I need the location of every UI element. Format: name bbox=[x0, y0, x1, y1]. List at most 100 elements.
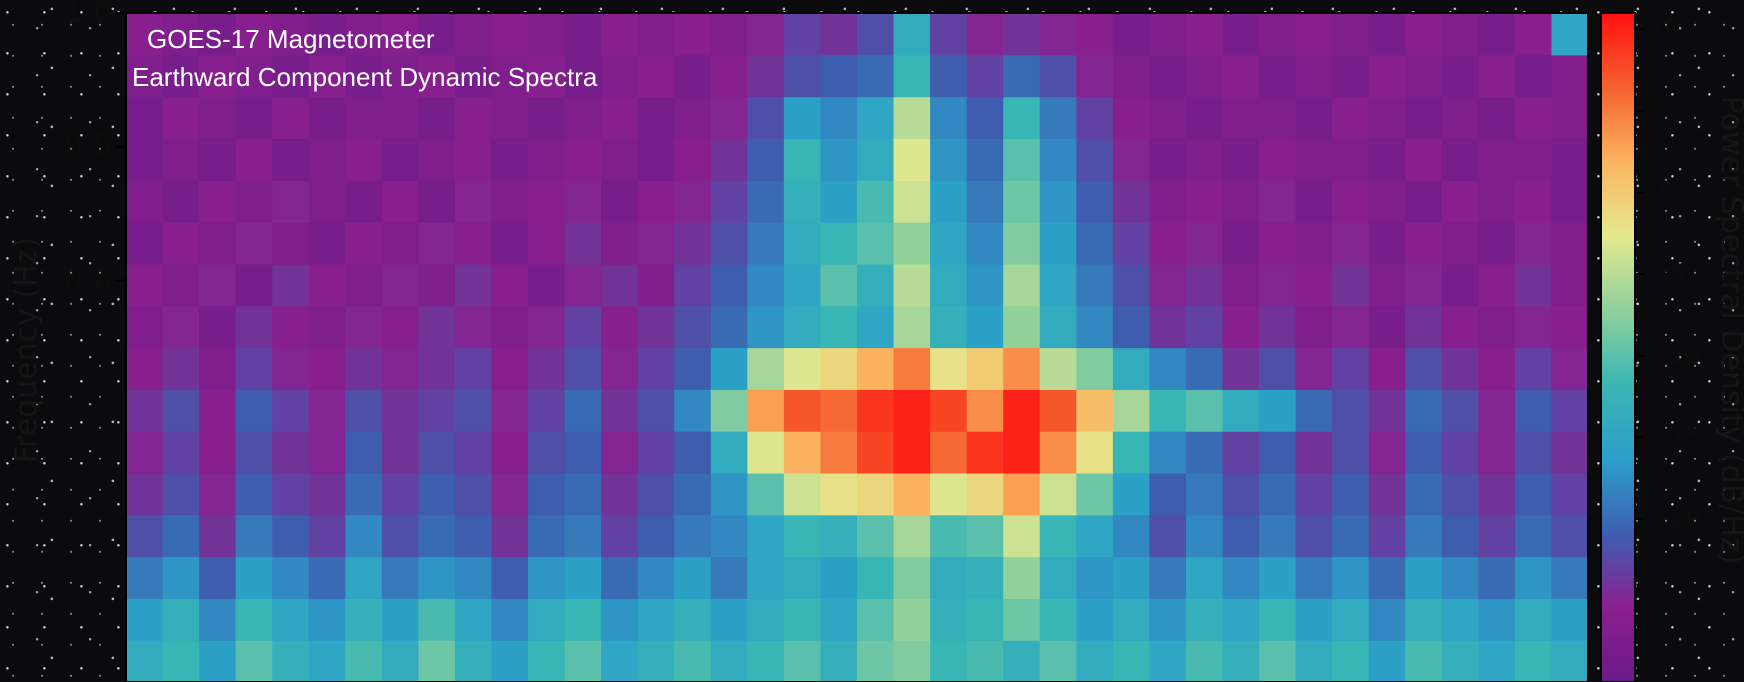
spectrum-cell bbox=[309, 180, 346, 222]
spectrum-cell bbox=[1478, 473, 1515, 515]
spectrum-cell bbox=[455, 557, 492, 599]
spectrum-cell bbox=[1442, 431, 1479, 473]
spectrum-cell bbox=[857, 13, 894, 55]
spectrum-cell bbox=[272, 97, 309, 139]
spectrum-cell bbox=[747, 389, 784, 431]
spectrum-cell bbox=[1551, 557, 1588, 599]
spectrum-cell bbox=[1296, 431, 1333, 473]
spectrum-cell bbox=[199, 557, 236, 599]
spectrum-cell bbox=[345, 431, 382, 473]
spectrum-cell bbox=[601, 348, 638, 390]
spectrum-cell bbox=[1149, 264, 1186, 306]
spectrum-cell bbox=[345, 640, 382, 682]
spectrum-cell bbox=[1003, 13, 1040, 55]
spectrum-cell bbox=[1442, 306, 1479, 348]
spectrum-cell bbox=[492, 180, 529, 222]
spectrum-cell bbox=[1040, 97, 1077, 139]
spectrum-cell bbox=[711, 389, 748, 431]
spectrum-cell bbox=[857, 598, 894, 640]
spectrum-cell bbox=[820, 97, 857, 139]
spectrum-cell bbox=[309, 306, 346, 348]
spectrum-cell bbox=[784, 515, 821, 557]
spectrum-cell bbox=[126, 180, 163, 222]
spectrum-cell bbox=[236, 264, 273, 306]
spectrum-cell bbox=[345, 306, 382, 348]
spectrum-cell bbox=[1259, 515, 1296, 557]
spectrum-cell bbox=[1332, 180, 1369, 222]
spectrum-cell bbox=[1296, 180, 1333, 222]
spectrum-cell bbox=[1003, 55, 1040, 97]
spectrum-cell bbox=[528, 389, 565, 431]
spectrum-cell bbox=[1369, 348, 1406, 390]
spectrum-cell bbox=[638, 640, 675, 682]
spectrum-cell bbox=[1515, 515, 1552, 557]
spectrum-cell bbox=[528, 598, 565, 640]
spectrum-cell bbox=[1478, 138, 1515, 180]
spectrum-cell bbox=[1369, 264, 1406, 306]
spectrum-cell bbox=[455, 640, 492, 682]
spectrum-cell bbox=[163, 431, 200, 473]
spectrum-cell bbox=[1259, 348, 1296, 390]
spectrum-cell bbox=[1040, 515, 1077, 557]
spectrum-cell bbox=[1551, 598, 1588, 640]
spectrum-cell bbox=[820, 222, 857, 264]
spectrum-cell bbox=[565, 473, 602, 515]
spectrum-cell bbox=[1369, 598, 1406, 640]
spectrum-cell bbox=[1003, 473, 1040, 515]
spectrum-cell bbox=[1551, 431, 1588, 473]
spectrum-cell bbox=[1223, 348, 1260, 390]
spectrum-cell bbox=[674, 431, 711, 473]
spectrum-cell bbox=[1149, 473, 1186, 515]
spectrum-cell bbox=[1186, 557, 1223, 599]
spectrum-cell bbox=[820, 389, 857, 431]
spectrum-cell bbox=[967, 180, 1004, 222]
spectrum-cell bbox=[1478, 557, 1515, 599]
spectrum-cell bbox=[1223, 640, 1260, 682]
chart-title: GOES-17 Magnetometer bbox=[147, 24, 435, 54]
spectrum-cell bbox=[674, 138, 711, 180]
spectrum-cell bbox=[126, 557, 163, 599]
spectrum-cell bbox=[1405, 557, 1442, 599]
spectrum-cell bbox=[1223, 97, 1260, 139]
spectrum-cell bbox=[382, 264, 419, 306]
spectrum-cell bbox=[967, 264, 1004, 306]
spectrum-cell bbox=[1369, 515, 1406, 557]
spectrum-cell bbox=[1442, 97, 1479, 139]
spectrum-cell bbox=[930, 55, 967, 97]
spectrum-cell bbox=[1113, 264, 1150, 306]
spectrum-cell bbox=[1515, 348, 1552, 390]
heatmap bbox=[126, 13, 1589, 682]
spectrum-cell bbox=[1113, 598, 1150, 640]
spectrum-cell bbox=[1113, 306, 1150, 348]
spectrum-cell bbox=[711, 515, 748, 557]
spectrum-cell bbox=[1223, 264, 1260, 306]
spectrum-cell bbox=[601, 222, 638, 264]
spectrum-cell bbox=[1551, 389, 1588, 431]
spectrum-cell bbox=[1186, 55, 1223, 97]
spectrum-cell bbox=[1515, 97, 1552, 139]
spectrum-cell bbox=[565, 138, 602, 180]
spectrum-cell bbox=[1076, 138, 1113, 180]
spectrum-cell bbox=[638, 473, 675, 515]
y-tick-label: 0.8 bbox=[64, 128, 112, 163]
spectrum-cell bbox=[1369, 180, 1406, 222]
spectrum-cell bbox=[1076, 473, 1113, 515]
spectrum-cell bbox=[747, 138, 784, 180]
spectrum-cell bbox=[1478, 348, 1515, 390]
spectrum-cell bbox=[967, 306, 1004, 348]
spectrum-cell bbox=[1296, 13, 1333, 55]
spectrum-cell bbox=[492, 348, 529, 390]
spectrum-cell bbox=[1223, 557, 1260, 599]
spectrum-cell bbox=[638, 515, 675, 557]
spectrum-cell bbox=[236, 515, 273, 557]
spectrum-cell bbox=[1478, 389, 1515, 431]
spectrum-cell bbox=[272, 348, 309, 390]
spectrum-cell bbox=[272, 640, 309, 682]
spectrum-cell bbox=[309, 473, 346, 515]
spectrum-cell bbox=[1369, 55, 1406, 97]
spectrum-cell bbox=[1515, 264, 1552, 306]
colorbar-tick-label: 5 bbox=[1650, 96, 1665, 124]
spectrum-cell bbox=[930, 640, 967, 682]
spectrum-cell bbox=[126, 473, 163, 515]
spectrum-cell bbox=[163, 97, 200, 139]
